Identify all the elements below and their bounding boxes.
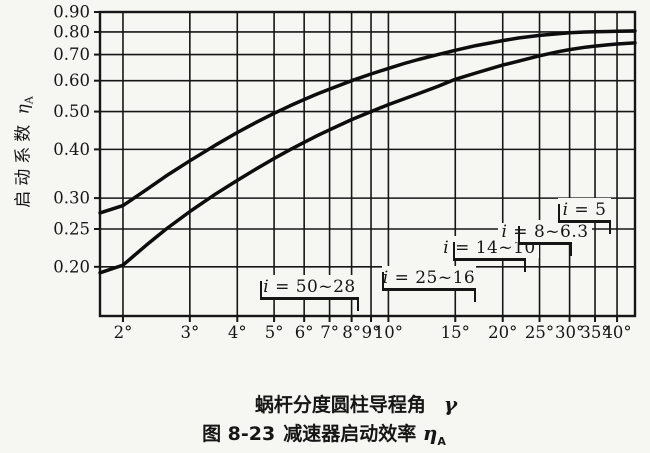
bracket-right-tick: [524, 261, 526, 272]
y-tick-label: 0.20: [53, 257, 90, 276]
x-axis-caption: 蜗杆分度圆柱导程角 γ: [255, 390, 457, 417]
y-tick-label: 0.90: [53, 3, 90, 22]
eta-symbol: η: [13, 104, 34, 115]
caption-eta-subscript: A: [437, 434, 446, 448]
figure-number: 图 8-23: [202, 423, 276, 445]
curve-upper-curve: [98, 29, 637, 215]
i-range-label: i = 25~16: [379, 269, 479, 288]
x-tick-label: 25°: [525, 323, 554, 342]
x-tick-label: 9°: [362, 323, 381, 342]
y-tick-label: 0.80: [53, 22, 90, 41]
caption-eta-symbol: η: [422, 421, 438, 445]
x-tick-label: 4°: [228, 323, 247, 342]
y-tick-label: 0.30: [53, 189, 90, 208]
bracket-left-tick: [260, 281, 262, 297]
bracket-left-tick: [453, 242, 455, 258]
eta-subscript: A: [22, 96, 36, 105]
y-axis-title: 启动系数 ηA: [8, 96, 35, 208]
i-range-annotation: i = 25~16: [379, 266, 479, 302]
bracket-right-tick: [570, 245, 572, 256]
figure-caption-text: 减速器启动效率: [283, 423, 417, 445]
y-tick-label: 0.40: [53, 140, 90, 159]
i-range-annotation: i = 8~6.3: [498, 220, 592, 256]
x-tick-label: 2°: [114, 323, 133, 342]
bracket-left-tick: [518, 226, 520, 242]
i-range-annotation: i = 50~28: [260, 275, 359, 311]
bracket-right-tick: [474, 291, 476, 302]
y-tick-label: 0.70: [53, 45, 90, 64]
x-tick-label: 35°: [580, 323, 609, 342]
x-tick-label: 30°: [555, 323, 584, 342]
bracket-left-tick: [382, 272, 384, 288]
i-range-label: i = 5: [559, 201, 610, 220]
x-tick-label: 6°: [295, 323, 314, 342]
x-tick-label: 10°: [374, 323, 403, 342]
x-tick-label: 40°: [602, 323, 631, 342]
y-axis-title-text: 启动系数: [13, 119, 34, 208]
y-tick-label: 0.25: [53, 220, 90, 239]
curve-lower-curve: [98, 41, 637, 275]
x-axis-caption-text: 蜗杆分度圆柱导程角: [254, 394, 426, 416]
bracket-right-tick: [357, 300, 359, 311]
x-tick-label: 7°: [320, 323, 339, 342]
x-tick-label: 20°: [488, 323, 517, 342]
figure-caption: 图 8-23 减速器启动效率 ηA: [202, 419, 446, 448]
bracket-left-tick: [558, 204, 560, 220]
i-range-annotation: i = 5: [558, 198, 611, 234]
x-tick-label: 8°: [342, 323, 361, 342]
plot-border: [98, 10, 637, 318]
gamma-symbol: γ: [443, 392, 458, 416]
x-tick-label: 15°: [441, 323, 470, 342]
i-range-label: i = 14~10: [440, 239, 539, 258]
bracket-right-tick: [609, 223, 611, 234]
y-tick-label: 0.60: [53, 71, 90, 90]
x-tick-label: 5°: [265, 323, 284, 342]
x-tick-label: 3°: [180, 323, 199, 342]
i-range-label: i = 50~28: [260, 278, 359, 297]
i-range-label: i = 8~6.3: [498, 223, 592, 242]
y-tick-label: 0.50: [53, 102, 90, 121]
